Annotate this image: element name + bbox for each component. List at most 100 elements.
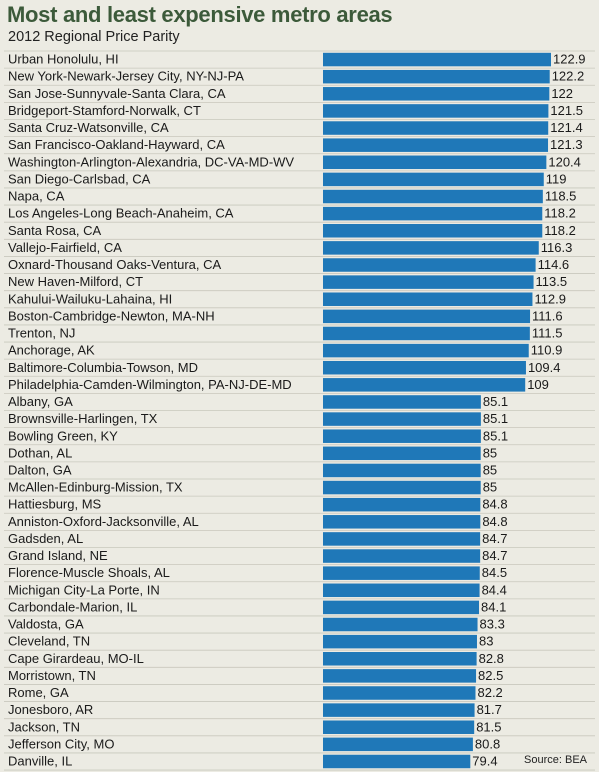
bar — [323, 515, 481, 529]
category-label: Grand Island, NE — [8, 548, 108, 563]
bar — [323, 206, 543, 221]
bar — [323, 292, 533, 306]
bar — [323, 121, 549, 135]
category-label: San Francisco-Oakland-Hayward, CA — [8, 137, 225, 152]
value-label: 118.2 — [544, 223, 576, 238]
bar — [323, 224, 543, 238]
bar — [323, 395, 481, 409]
category-label: Bowling Green, KY — [8, 428, 118, 443]
bar — [323, 429, 481, 443]
bar — [323, 69, 550, 84]
category-label: Jackson, TN — [8, 719, 80, 734]
category-label: Anchorage, AK — [8, 343, 95, 358]
category-label: Carbondale-Marion, IL — [8, 599, 137, 614]
category-label: Dothan, AL — [8, 445, 72, 460]
value-label: 84.4 — [482, 582, 507, 597]
bar — [323, 754, 471, 769]
value-label: 85.1 — [483, 411, 508, 426]
category-label: Vallejo-Fairfield, CA — [8, 240, 122, 255]
chart-subtitle: 2012 Regional Price Parity — [8, 29, 180, 45]
bar — [323, 600, 480, 615]
value-label: 80.8 — [475, 736, 500, 751]
bar — [323, 258, 536, 272]
value-label: 120.4 — [548, 154, 581, 169]
bar — [323, 737, 473, 752]
category-label: Kahului-Wailuku-Lahaina, HI — [8, 291, 172, 306]
value-label: 84.7 — [482, 548, 507, 563]
category-label: Dalton, GA — [8, 463, 72, 478]
category-label: McAllen-Edinburg-Mission, TX — [8, 480, 183, 495]
value-label: 83 — [479, 634, 493, 649]
bar — [323, 720, 475, 734]
bar — [323, 378, 526, 392]
category-label: Albany, GA — [8, 394, 73, 409]
value-label: 85 — [483, 463, 497, 478]
bar — [323, 275, 534, 289]
category-label: Rome, GA — [8, 685, 69, 700]
bar — [323, 343, 529, 358]
category-label: Napa, CA — [8, 189, 65, 204]
category-label: Washington-Arlington-Alexandria, DC-VA-M… — [8, 154, 294, 169]
value-label: 119 — [546, 171, 567, 186]
bar — [323, 532, 481, 546]
bar — [323, 172, 544, 187]
value-label: 111.5 — [532, 326, 563, 341]
value-label: 113.5 — [536, 274, 568, 289]
category-label: Jefferson City, MO — [8, 736, 114, 751]
bar — [323, 309, 531, 324]
value-label: 109 — [527, 377, 549, 392]
bar — [323, 669, 477, 683]
category-label: Bridgeport-Stamford-Norwalk, CT — [8, 103, 201, 118]
value-label: 81.7 — [477, 702, 502, 717]
bar — [323, 52, 551, 67]
category-label: Trenton, NJ — [8, 326, 75, 341]
value-label: 84.8 — [482, 497, 507, 512]
value-label: 110.9 — [531, 343, 563, 358]
category-label: Los Angeles-Long Beach-Anaheim, CA — [8, 206, 234, 221]
category-label: Anniston-Oxford-Jacksonville, AL — [8, 514, 199, 529]
bar — [323, 104, 549, 118]
category-label: San Diego-Carlsbad, CA — [8, 171, 151, 186]
value-label: 109.4 — [528, 360, 561, 375]
value-label: 121.5 — [550, 103, 583, 118]
category-label: Danville, IL — [8, 754, 72, 769]
category-label: Michigan City-La Porte, IN — [8, 582, 160, 597]
bar — [323, 446, 481, 461]
category-label: Santa Rosa, CA — [8, 223, 102, 238]
source-note: Source: BEA — [524, 754, 587, 766]
category-label: Santa Cruz-Watsonville, CA — [8, 120, 169, 135]
category-label: Hattiesburg, MS — [8, 497, 102, 512]
bar — [323, 549, 481, 563]
category-label: Urban Honolulu, HI — [8, 52, 119, 67]
category-label: Brownsville-Harlingen, TX — [8, 411, 158, 426]
bar — [323, 360, 526, 375]
category-label: Boston-Cambridge-Newton, MA-NH — [8, 308, 215, 323]
bar — [323, 412, 481, 426]
category-label: Morristown, TN — [8, 668, 96, 683]
category-label: New Haven-Milford, CT — [8, 274, 143, 289]
bar — [323, 703, 475, 717]
value-label: 81.5 — [476, 719, 501, 734]
value-label: 84.5 — [482, 565, 507, 580]
category-label: Philadelphia-Camden-Wilmington, PA-NJ-DE… — [8, 377, 292, 392]
category-label: Jonesboro, AR — [8, 702, 93, 717]
value-label: 82.8 — [479, 651, 504, 666]
value-label: 122.2 — [552, 69, 585, 84]
value-label: 118.5 — [545, 189, 577, 204]
value-label: 82.5 — [478, 668, 503, 683]
category-label: Cleveland, TN — [8, 634, 90, 649]
bar — [323, 652, 477, 666]
value-label: 82.2 — [477, 685, 502, 700]
value-label: 79.4 — [472, 754, 497, 769]
bar — [323, 87, 550, 101]
value-label: 116.3 — [541, 240, 573, 255]
value-label: 111.6 — [532, 308, 563, 323]
bar — [323, 566, 480, 580]
value-label: 118.2 — [544, 206, 576, 221]
value-label: 85 — [483, 480, 497, 495]
category-label: Oxnard-Thousand Oaks-Ventura, CA — [8, 257, 221, 272]
bar — [323, 480, 481, 495]
bar — [323, 497, 481, 512]
